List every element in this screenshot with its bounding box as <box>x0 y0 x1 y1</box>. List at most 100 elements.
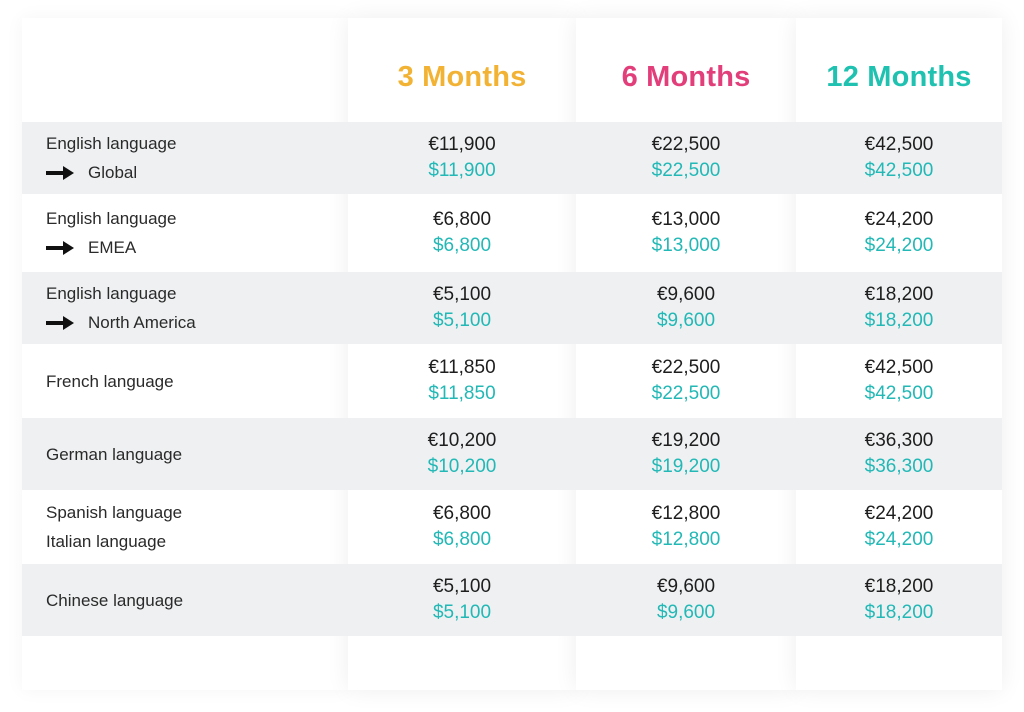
price-cell: €24,200 $24,200 <box>796 490 1002 564</box>
price-usd: $13,000 <box>651 235 721 256</box>
price-usd: $24,200 <box>864 529 934 550</box>
price-eur: €11,900 <box>428 134 496 155</box>
price-eur: €42,500 <box>864 134 934 155</box>
row-label: Chinese language <box>22 564 348 636</box>
price-usd: $6,800 <box>432 529 492 550</box>
price-eur: €42,500 <box>864 357 934 378</box>
price-eur: €6,800 <box>432 503 492 524</box>
price-usd: $18,200 <box>864 310 934 331</box>
table-row: German language €10,200 $10,200 €19,200 $19,… <box>22 418 1002 490</box>
region-label-wrap: North America <box>46 308 348 337</box>
price-eur: €18,200 <box>864 576 934 597</box>
price-cell: €22,500 $22,500 <box>576 344 796 418</box>
price-usd: $19,200 <box>651 456 721 477</box>
price-cell: €6,800 $6,800 <box>348 194 576 272</box>
language-label: French language <box>46 371 174 391</box>
arrow-right-icon <box>46 165 76 180</box>
price-usd: $11,900 <box>428 160 496 181</box>
row-label: German language <box>22 418 348 490</box>
price-usd: $9,600 <box>656 310 716 331</box>
price-eur: €24,200 <box>864 209 934 230</box>
price-cell: €5,100 $5,100 <box>348 564 576 636</box>
price-cell: €6,800 $6,800 <box>348 490 576 564</box>
price-eur: €19,200 <box>651 430 721 451</box>
price-eur: €9,600 <box>656 576 716 597</box>
price-eur: €13,000 <box>651 209 721 230</box>
language-label: German language <box>46 444 183 464</box>
header-3-months: 3 Months <box>397 60 527 93</box>
price-usd: $22,500 <box>651 160 721 181</box>
table-row: English language North America €5,100 $5,10… <box>22 272 1002 344</box>
region-label-wrap: Italian language <box>46 527 348 556</box>
price-eur: €11,850 <box>428 357 496 378</box>
row-label: English language Global <box>22 122 348 194</box>
price-usd: $12,800 <box>651 529 721 550</box>
region-label-wrap: Global <box>46 158 348 187</box>
price-usd: $5,100 <box>432 310 492 331</box>
price-eur: €22,500 <box>651 357 721 378</box>
price-eur: €9,600 <box>656 284 716 305</box>
language-label: English language <box>46 134 177 153</box>
price-cell: €11,850 $11,850 <box>348 344 576 418</box>
language-label: English language <box>46 284 177 303</box>
price-eur: €10,200 <box>427 430 497 451</box>
table-row: Spanish language Italian language €6,800 $6… <box>22 490 1002 564</box>
price-cell: €22,500 $22,500 <box>576 122 796 194</box>
header-12-months: 12 Months <box>826 60 972 93</box>
arrow-right-icon <box>46 315 76 330</box>
language-label: English language <box>46 209 177 228</box>
price-cell: €18,200 $18,200 <box>796 564 1002 636</box>
price-usd: $18,200 <box>864 602 934 623</box>
region-label: Global <box>88 163 138 182</box>
price-usd: $6,800 <box>432 235 492 256</box>
price-cell: €12,800 $12,800 <box>576 490 796 564</box>
price-usd: $24,200 <box>864 235 934 256</box>
language-label: Chinese language <box>46 590 184 610</box>
price-cell: €19,200 $19,200 <box>576 418 796 490</box>
price-eur: €5,100 <box>432 284 492 305</box>
price-cell: €9,600 $9,600 <box>576 564 796 636</box>
price-cell: €42,500 $42,500 <box>796 344 1002 418</box>
row-label: French language <box>22 344 348 418</box>
table-row: English language EMEA €6,800 $6,800 €13,000 $… <box>22 194 1002 272</box>
table-row: English language Global €11,900 $11,900 €22,… <box>22 122 1002 194</box>
price-eur: €24,200 <box>864 503 934 524</box>
price-cell: €5,100 $5,100 <box>348 272 576 344</box>
price-eur: €18,200 <box>864 284 934 305</box>
language-label: Spanish language <box>46 503 183 522</box>
price-usd: $42,500 <box>864 383 934 404</box>
price-eur: €22,500 <box>651 134 721 155</box>
region-label: North America <box>88 313 196 332</box>
price-cell: €42,500 $42,500 <box>796 122 1002 194</box>
price-cell: €36,300 $36,300 <box>796 418 1002 490</box>
table-row: Chinese language €5,100 $5,100 €9,600 $9,600… <box>22 564 1002 636</box>
language-label-secondary: Italian language <box>46 532 167 551</box>
region-label: EMEA <box>88 238 137 257</box>
price-rows: English language Global €11,900 $11,900 €22,… <box>22 122 1002 636</box>
price-usd: $5,100 <box>432 602 492 623</box>
price-usd: $42,500 <box>864 160 934 181</box>
header-6-months: 6 Months <box>621 60 751 93</box>
row-label: English language North America <box>22 272 348 344</box>
price-cell: €9,600 $9,600 <box>576 272 796 344</box>
price-eur: €5,100 <box>432 576 492 597</box>
price-eur: €36,300 <box>864 430 934 451</box>
row-label: Spanish language Italian language <box>22 490 348 564</box>
price-cell: €18,200 $18,200 <box>796 272 1002 344</box>
arrow-right-icon <box>46 240 76 255</box>
price-cell: €10,200 $10,200 <box>348 418 576 490</box>
price-usd: $9,600 <box>656 602 716 623</box>
price-eur: €6,800 <box>432 209 492 230</box>
price-usd: $10,200 <box>427 456 497 477</box>
price-cell: €24,200 $24,200 <box>796 194 1002 272</box>
price-cell: €13,000 $13,000 <box>576 194 796 272</box>
price-cell: €11,900 $11,900 <box>348 122 576 194</box>
region-label-wrap: EMEA <box>46 233 348 262</box>
price-usd: $36,300 <box>864 456 934 477</box>
price-usd: $22,500 <box>651 383 721 404</box>
table-row: French language €11,850 $11,850 €22,500 $22,… <box>22 344 1002 418</box>
price-usd: $11,850 <box>428 383 496 404</box>
row-label: English language EMEA <box>22 194 348 272</box>
price-eur: €12,800 <box>651 503 721 524</box>
